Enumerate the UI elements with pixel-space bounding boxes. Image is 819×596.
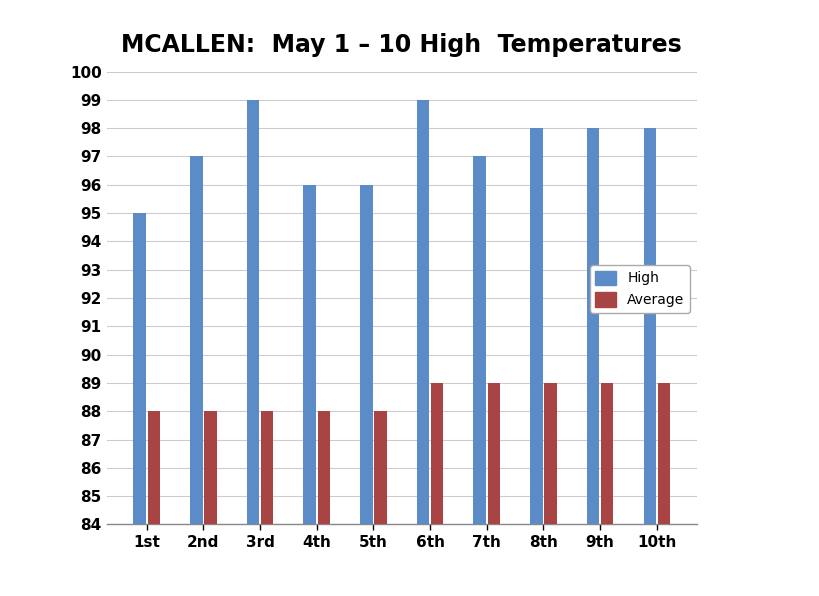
Bar <box>657 383 669 596</box>
Bar <box>317 411 330 596</box>
Bar <box>247 100 259 596</box>
Bar <box>373 411 387 596</box>
Bar <box>544 383 556 596</box>
Bar <box>600 383 613 596</box>
Bar <box>204 411 216 596</box>
Bar <box>303 185 315 596</box>
Bar <box>586 128 599 596</box>
Bar <box>260 411 273 596</box>
Bar <box>473 156 486 596</box>
Bar <box>643 128 655 596</box>
Bar <box>530 128 542 596</box>
Bar <box>360 185 372 596</box>
Bar <box>147 411 160 596</box>
Title: MCALLEN:  May 1 – 10 High  Temperatures: MCALLEN: May 1 – 10 High Temperatures <box>121 33 681 57</box>
Bar <box>487 383 500 596</box>
Bar <box>190 156 202 596</box>
Bar <box>431 383 443 596</box>
Legend: High, Average: High, Average <box>589 265 690 313</box>
Bar <box>416 100 429 596</box>
Bar <box>133 213 146 596</box>
